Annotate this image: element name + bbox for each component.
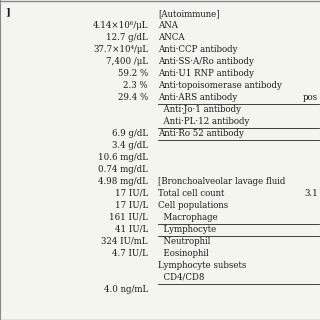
Text: 12.7 g/dL: 12.7 g/dL	[106, 33, 148, 42]
Text: 7,400 /μL: 7,400 /μL	[106, 57, 148, 66]
Text: Anti·U1 RNP antibody: Anti·U1 RNP antibody	[158, 69, 254, 78]
Text: 17 IU/L: 17 IU/L	[115, 189, 148, 198]
Text: 59.2 %: 59.2 %	[118, 69, 148, 78]
Text: 4.98 mg/dL: 4.98 mg/dL	[98, 177, 148, 186]
Text: Cell populations: Cell populations	[158, 201, 228, 210]
Text: 2.3 %: 2.3 %	[124, 81, 148, 90]
Text: 10.6 mg/dL: 10.6 mg/dL	[98, 153, 148, 162]
Text: ANCA: ANCA	[158, 33, 185, 42]
Text: 17 IU/L: 17 IU/L	[115, 201, 148, 210]
Text: 324 IU/mL: 324 IU/mL	[101, 237, 148, 246]
Text: [Bronchoalveolar lavage fluid: [Bronchoalveolar lavage fluid	[158, 177, 285, 186]
Text: 4.0 ng/mL: 4.0 ng/mL	[104, 285, 148, 294]
Text: pos: pos	[303, 93, 318, 102]
Text: Eosinophil: Eosinophil	[158, 249, 209, 258]
Text: CD4/CD8: CD4/CD8	[158, 273, 204, 282]
Text: ]: ]	[5, 7, 10, 16]
Text: Neutrophil: Neutrophil	[158, 237, 210, 246]
Text: Macrophage: Macrophage	[158, 213, 218, 222]
Text: 29.4 %: 29.4 %	[118, 93, 148, 102]
Text: Anti·topoisomerase antibody: Anti·topoisomerase antibody	[158, 81, 282, 90]
Text: Anti·PL·12 antibody: Anti·PL·12 antibody	[158, 117, 249, 126]
Text: 3.4 g/dL: 3.4 g/dL	[112, 141, 148, 150]
Text: 161 IU/L: 161 IU/L	[109, 213, 148, 222]
Text: Total cell count: Total cell count	[158, 189, 224, 198]
Text: ANA: ANA	[158, 21, 178, 30]
Text: [Autoimmune]: [Autoimmune]	[158, 9, 220, 18]
Text: Lymphocyte: Lymphocyte	[158, 225, 216, 234]
Text: Anti·ARS antibody: Anti·ARS antibody	[158, 93, 237, 102]
Text: 41 IU/L: 41 IU/L	[115, 225, 148, 234]
Text: Anti·CCP antibody: Anti·CCP antibody	[158, 45, 237, 54]
Text: 6.9 g/dL: 6.9 g/dL	[112, 129, 148, 138]
Text: 3.1: 3.1	[304, 189, 318, 198]
Text: Anti·Ro 52 antibody: Anti·Ro 52 antibody	[158, 129, 244, 138]
Text: 0.74 mg/dL: 0.74 mg/dL	[98, 165, 148, 174]
Text: Lymphocyte subsets: Lymphocyte subsets	[158, 261, 246, 270]
Text: Anti·SS·A/Ro antibody: Anti·SS·A/Ro antibody	[158, 57, 254, 66]
Text: Anti·Jo·1 antibody: Anti·Jo·1 antibody	[158, 105, 241, 114]
Text: 4.7 IU/L: 4.7 IU/L	[112, 249, 148, 258]
Text: 37.7×10⁴/μL: 37.7×10⁴/μL	[93, 45, 148, 54]
Text: 4.14×10⁶/μL: 4.14×10⁶/μL	[92, 21, 148, 30]
